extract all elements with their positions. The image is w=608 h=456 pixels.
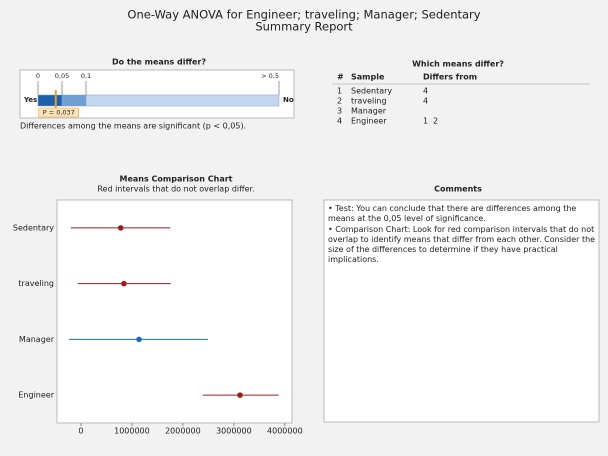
- row-differs: 4: [423, 97, 428, 106]
- row-number: 2: [337, 97, 342, 106]
- mean-point: [136, 336, 142, 343]
- row-sample: Engineer: [351, 117, 387, 126]
- chart-subtitle: Red intervals that do not overlap differ…: [97, 185, 254, 194]
- row-number: 4: [337, 117, 342, 126]
- x-tick-label: 1000000: [114, 427, 150, 436]
- subtitle: Summary Report: [255, 20, 353, 34]
- row-differs: 4: [423, 87, 428, 96]
- y-tick-label: Manager: [19, 335, 55, 344]
- chart-title: Means Comparison Chart: [119, 175, 232, 184]
- x-tick-label: 4000000: [267, 427, 303, 436]
- row-differs: 1: [423, 117, 428, 126]
- y-tick-label: Engineer: [18, 391, 54, 400]
- title: One-Way ANOVA for Engineer; traveling; M…: [127, 8, 480, 22]
- comment-item: • Test: You can conclude that there are …: [328, 204, 577, 223]
- plot-area: [56, 199, 293, 424]
- p-label: P = 0,037: [43, 109, 75, 117]
- mean-point: [117, 225, 124, 231]
- yes-label: Yes: [23, 96, 37, 104]
- row-number: 1: [337, 87, 342, 96]
- table-header: Sample: [351, 73, 385, 82]
- comments-box: [323, 199, 600, 423]
- panel-title: Do the means differ?: [112, 58, 206, 67]
- conclusion: Differences among the means are signific…: [20, 122, 246, 131]
- row-sample: Manager: [351, 107, 387, 116]
- panel-title: Which means differ?: [412, 60, 504, 69]
- y-tick-label: Sedentary: [13, 223, 54, 232]
- p-label-box: [38, 107, 80, 118]
- row-number: 3: [337, 107, 342, 116]
- x-tick-label: 2000000: [165, 427, 201, 436]
- x-tick-label: 0: [78, 427, 83, 436]
- row-differs: 2: [433, 117, 438, 126]
- mean-point: [237, 392, 243, 398]
- row-sample: traveling: [351, 97, 387, 106]
- x-tick-label: 3000000: [216, 427, 252, 436]
- table-header: #: [337, 73, 344, 82]
- y-tick-label: traveling: [18, 279, 54, 288]
- row-sample: Sedentary: [351, 87, 392, 96]
- gauge-segment: [85, 94, 280, 107]
- comment-item: • Comparison Chart: Look for red compari…: [328, 225, 596, 264]
- panel-title: Comments: [434, 185, 482, 194]
- gauge-tick-label: 0,1: [81, 72, 91, 80]
- comments: • Test: You can conclude that there are …: [328, 204, 596, 266]
- gauge-segment: [61, 94, 87, 107]
- no-label: No: [283, 96, 294, 104]
- table-header: Differs from: [423, 73, 477, 82]
- mean-point: [121, 280, 127, 287]
- gauge-tick-label: > 0,5: [261, 72, 279, 80]
- gauge-tick-label: 0: [36, 72, 40, 80]
- gauge-tick-label: 0,05: [55, 72, 69, 80]
- gauge-segment: [37, 94, 63, 107]
